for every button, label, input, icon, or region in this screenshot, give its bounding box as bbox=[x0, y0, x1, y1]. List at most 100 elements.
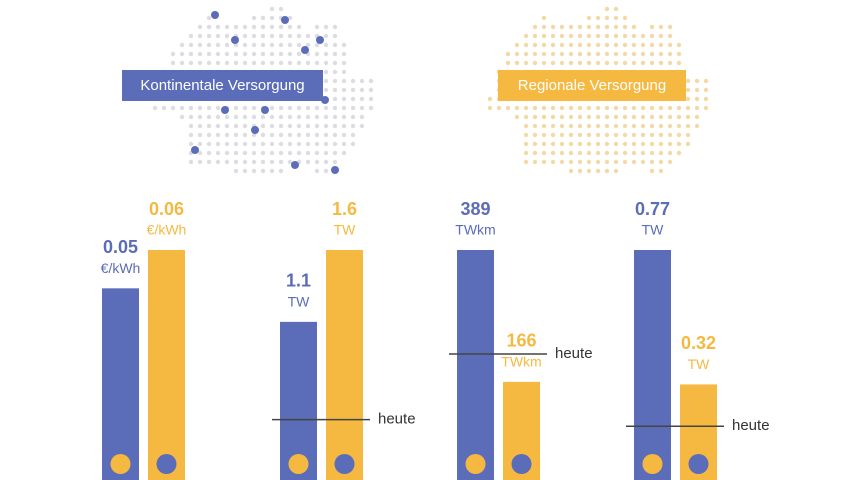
map-dot bbox=[667, 159, 673, 165]
map-dot bbox=[242, 114, 248, 120]
map-dot bbox=[523, 132, 529, 138]
map-dot bbox=[323, 69, 329, 75]
map-dot bbox=[676, 114, 682, 120]
unit-label: TW bbox=[688, 356, 711, 372]
map-dot bbox=[296, 60, 302, 66]
map-dot bbox=[658, 33, 664, 39]
map-dot bbox=[622, 141, 628, 147]
map-dot bbox=[631, 123, 637, 129]
map-dot bbox=[505, 105, 511, 111]
map-dot bbox=[676, 105, 682, 111]
map-dot bbox=[161, 105, 167, 111]
map-dot bbox=[350, 87, 356, 93]
map-dot bbox=[595, 60, 601, 66]
map-node bbox=[291, 161, 299, 169]
map-dot bbox=[224, 150, 230, 156]
unit-label: TW bbox=[288, 294, 311, 310]
map-dot bbox=[694, 78, 700, 84]
map-dot bbox=[341, 150, 347, 156]
map-dot bbox=[287, 159, 293, 165]
map-dot bbox=[215, 33, 221, 39]
map-dot bbox=[685, 78, 691, 84]
map-dot bbox=[323, 33, 329, 39]
map-dot bbox=[170, 51, 176, 57]
map-dot bbox=[314, 168, 320, 174]
value-label: 0.05 bbox=[103, 237, 138, 257]
map-dot bbox=[332, 114, 338, 120]
map-dot bbox=[188, 114, 194, 120]
map-node bbox=[331, 166, 339, 174]
map-dot bbox=[332, 33, 338, 39]
map-dot bbox=[568, 150, 574, 156]
map-dot bbox=[206, 159, 212, 165]
map-dot bbox=[323, 168, 329, 174]
map-dot bbox=[206, 51, 212, 57]
map-dot bbox=[323, 159, 329, 165]
map-dot bbox=[559, 24, 565, 30]
map-node bbox=[211, 11, 219, 19]
map-dot bbox=[622, 123, 628, 129]
map-dot bbox=[206, 114, 212, 120]
map-dot bbox=[586, 33, 592, 39]
map-dot bbox=[640, 150, 646, 156]
maps: Kontinentale Versorgung Regionale Versorg… bbox=[122, 6, 709, 174]
map-dot bbox=[541, 159, 547, 165]
map-dot bbox=[649, 42, 655, 48]
map-dot bbox=[287, 51, 293, 57]
map-dot bbox=[604, 51, 610, 57]
map-dot bbox=[586, 114, 592, 120]
unit-label: TW bbox=[642, 222, 665, 238]
bar bbox=[457, 250, 494, 480]
map-dot bbox=[622, 105, 628, 111]
map-dot bbox=[667, 123, 673, 129]
map-dot bbox=[215, 159, 221, 165]
map-dot bbox=[350, 123, 356, 129]
map-dot bbox=[170, 60, 176, 66]
map-dot bbox=[703, 96, 709, 102]
map-dot bbox=[550, 60, 556, 66]
map-dot bbox=[631, 159, 637, 165]
map-dot bbox=[613, 141, 619, 147]
map-dot bbox=[314, 51, 320, 57]
map-dot bbox=[260, 150, 266, 156]
map-dot bbox=[296, 123, 302, 129]
map-dot bbox=[305, 60, 311, 66]
map-dot bbox=[197, 150, 203, 156]
map-dot bbox=[278, 132, 284, 138]
map-dot bbox=[586, 150, 592, 156]
map-dot bbox=[541, 15, 547, 21]
map-dot bbox=[233, 24, 239, 30]
map-dot bbox=[604, 42, 610, 48]
map-dot bbox=[206, 33, 212, 39]
map-dot bbox=[233, 141, 239, 147]
map-dot bbox=[251, 114, 257, 120]
map-dot bbox=[577, 33, 583, 39]
map-dot bbox=[523, 141, 529, 147]
map-dot bbox=[541, 105, 547, 111]
map-dot bbox=[251, 150, 257, 156]
map-dot bbox=[332, 150, 338, 156]
icon bbox=[156, 454, 177, 474]
map-dot bbox=[622, 114, 628, 120]
map-dot bbox=[658, 51, 664, 57]
map-dot bbox=[314, 42, 320, 48]
map-dot bbox=[586, 24, 592, 30]
unit-label: TW bbox=[334, 222, 357, 238]
map-dot bbox=[197, 24, 203, 30]
map-dot bbox=[269, 168, 275, 174]
map-dot bbox=[251, 42, 257, 48]
map-dot bbox=[577, 141, 583, 147]
map-dot bbox=[559, 105, 565, 111]
map-dot bbox=[685, 96, 691, 102]
map-dot bbox=[341, 141, 347, 147]
map-dot bbox=[676, 132, 682, 138]
map-dot bbox=[206, 123, 212, 129]
map-dot bbox=[359, 105, 365, 111]
map-dot bbox=[269, 60, 275, 66]
legend-label: Kontinentale Versorgung bbox=[140, 77, 304, 94]
map-dot bbox=[332, 51, 338, 57]
map-dot bbox=[341, 69, 347, 75]
map-dot bbox=[287, 114, 293, 120]
map-dot bbox=[278, 150, 284, 156]
